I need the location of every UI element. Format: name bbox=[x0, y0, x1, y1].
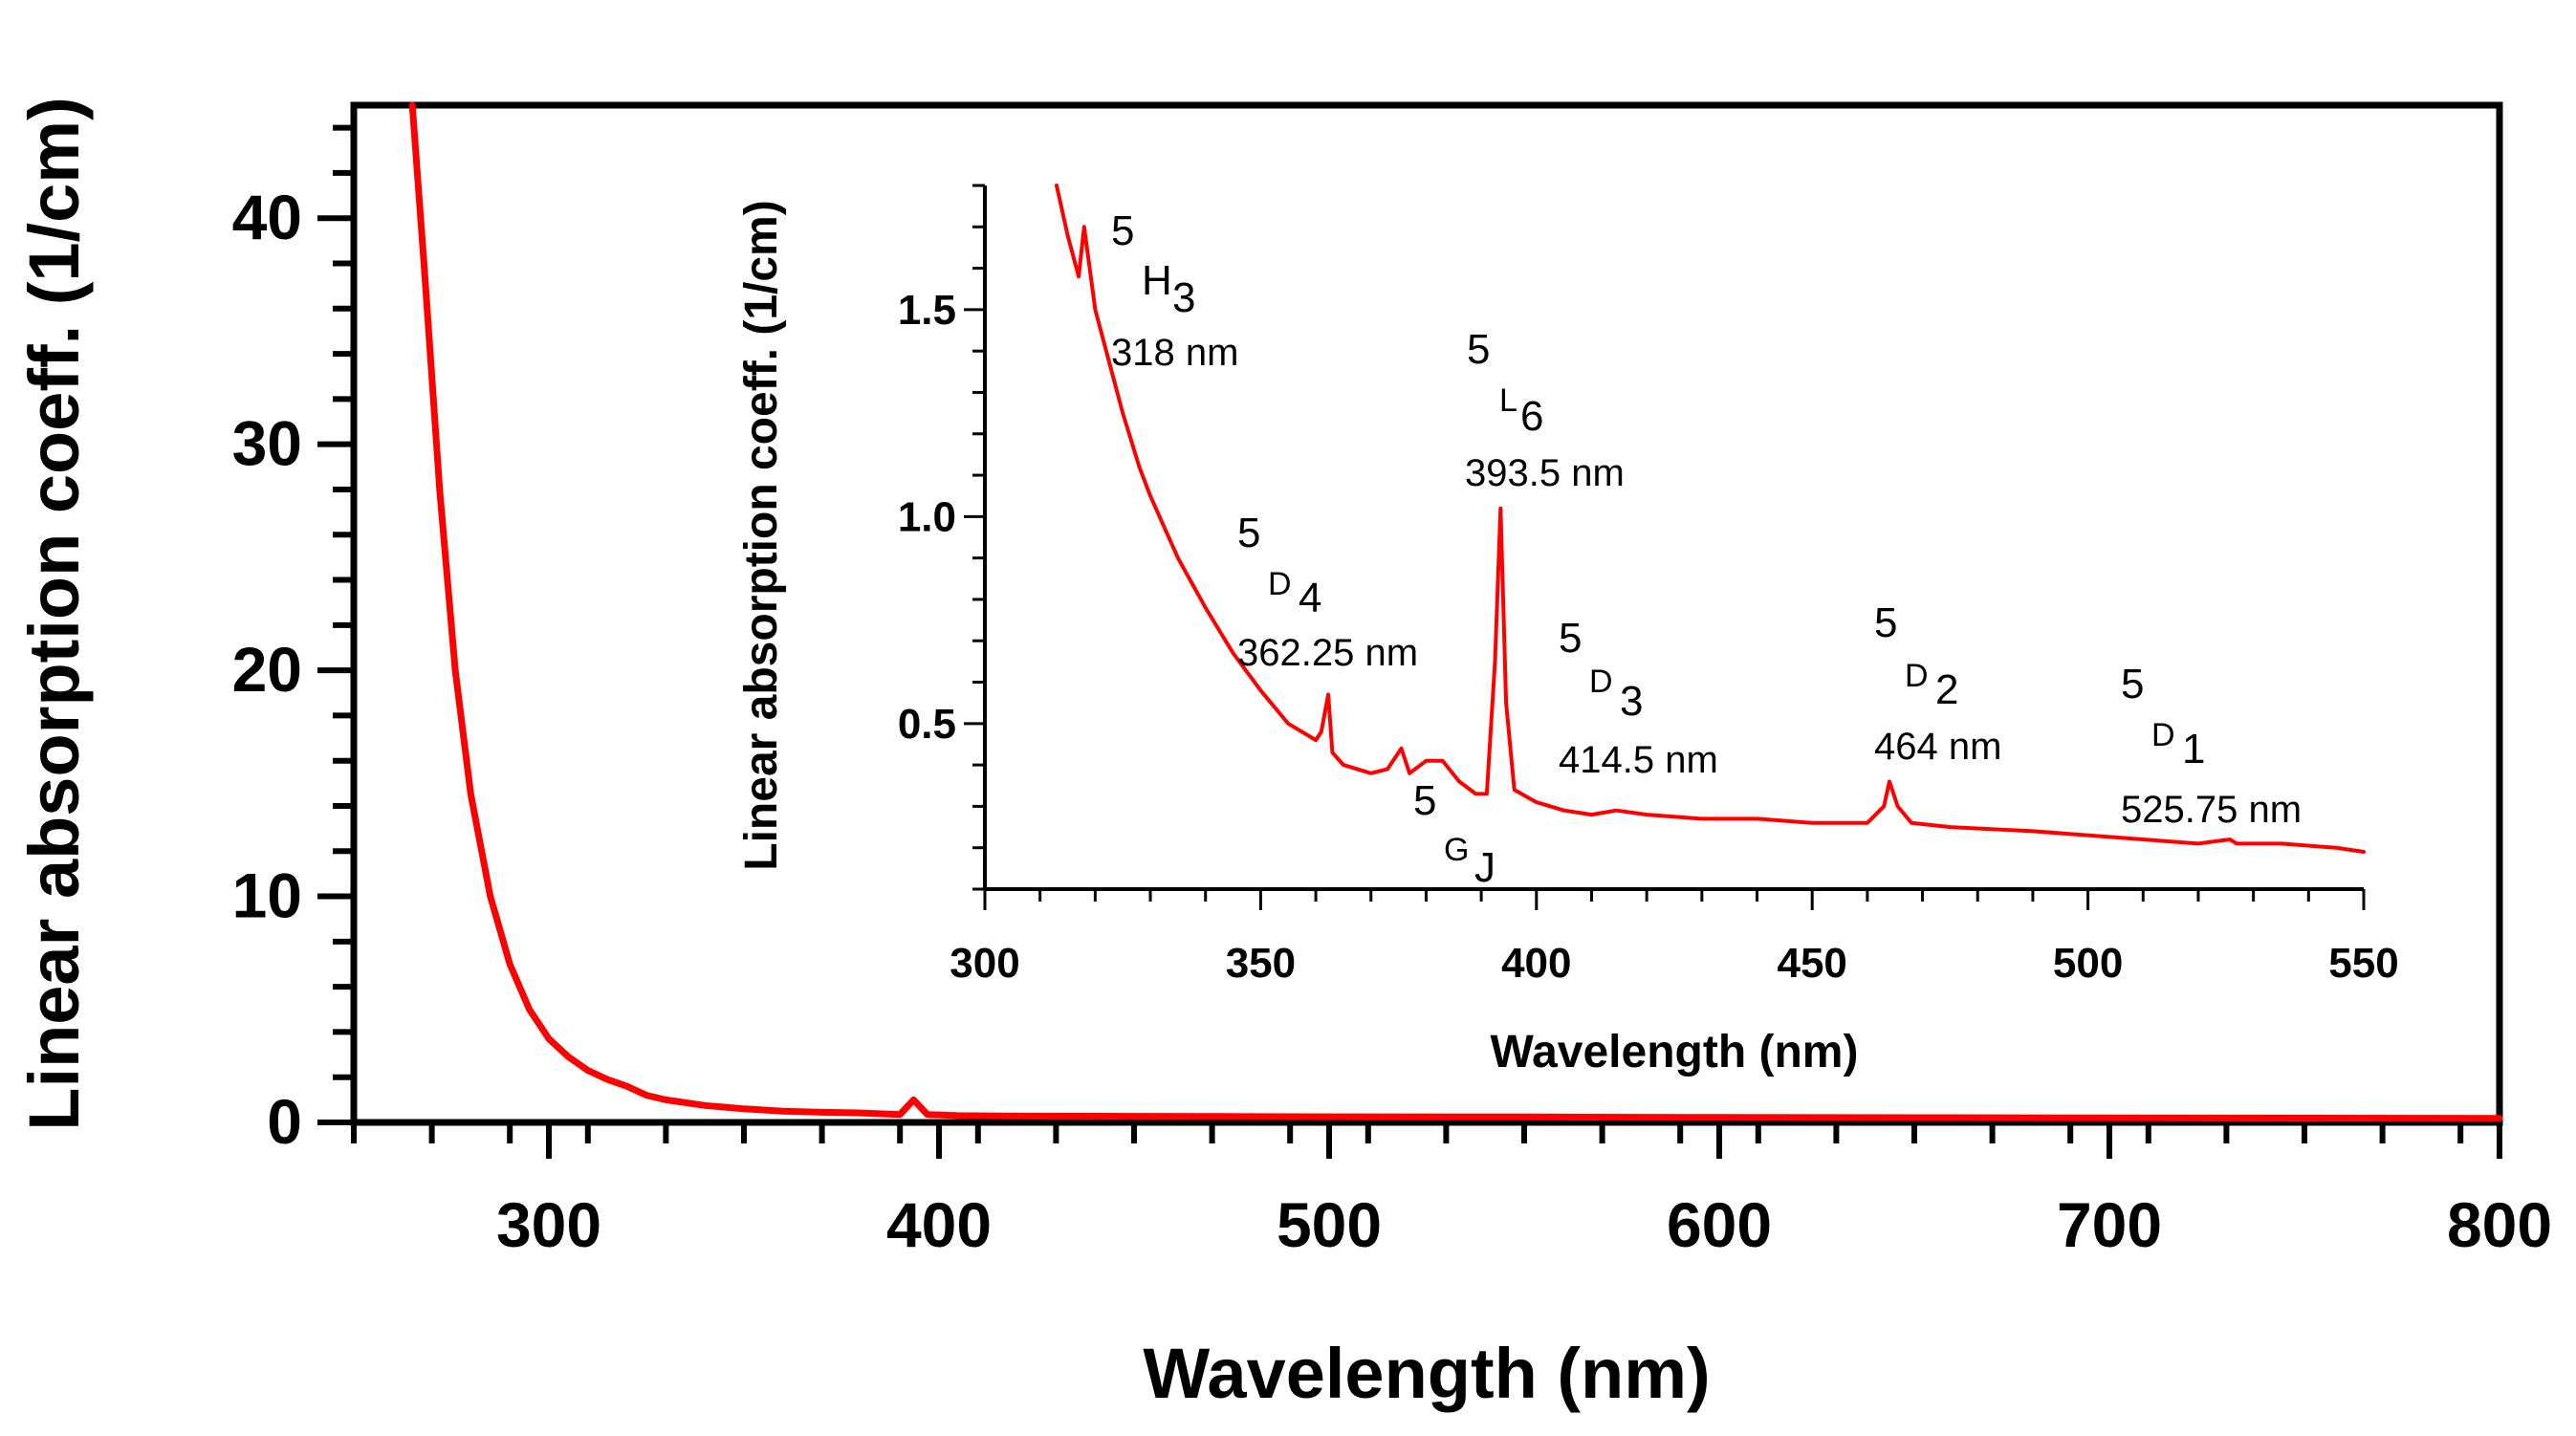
inset-y-tick-labels: 0.5 1.0 1.5 bbox=[898, 287, 956, 748]
annotation-5d4-term: D bbox=[1268, 566, 1292, 602]
main-x-tick-label: 400 bbox=[886, 1189, 992, 1260]
annotation-5d2-multiplicity: 5 bbox=[1874, 599, 1897, 646]
inset-y-tick-label: 1.5 bbox=[898, 287, 956, 334]
main-y-ticks bbox=[317, 124, 354, 1125]
annotation-5gj-multiplicity: 5 bbox=[1413, 777, 1436, 824]
main-x-ticks bbox=[351, 1122, 2502, 1159]
annotation-5d1: 5 D 1 525.75 nm bbox=[2121, 661, 2302, 831]
main-plot: 300 400 500 600 700 800 0 10 20 30 40 Wavelength … bbox=[14, 97, 2552, 1413]
annotation-5d3: 5 D 3 414.5 nm bbox=[1559, 615, 1718, 781]
inset-plot-background bbox=[985, 185, 2364, 889]
main-series-line bbox=[408, 101, 2503, 1122]
main-x-tick-label: 700 bbox=[2057, 1189, 2162, 1260]
inset-x-tick-label: 400 bbox=[1501, 940, 1571, 987]
annotation-5d4-multiplicity: 5 bbox=[1237, 510, 1260, 556]
annotation-5d4-wavelength: 362.25 nm bbox=[1237, 632, 1418, 674]
annotation-5l6-term: L bbox=[1499, 382, 1517, 419]
inset-x-tick-label: 450 bbox=[1777, 940, 1846, 987]
annotation-5d2-subscript: 2 bbox=[1935, 666, 1958, 713]
inset-x-tick-label: 350 bbox=[1226, 940, 1296, 987]
annotation-5d4-subscript: 4 bbox=[1299, 575, 1321, 621]
annotation-5d1-wavelength: 525.75 nm bbox=[2121, 789, 2302, 831]
annotation-5l6: 5 L 6 393.5 nm bbox=[1465, 326, 1625, 494]
main-y-tick-label: 30 bbox=[232, 408, 302, 479]
annotation-5h3-subscript: 3 bbox=[1172, 274, 1195, 321]
annotation-5d2-term: D bbox=[1905, 658, 1929, 694]
inset-y-tick-label: 1.0 bbox=[898, 493, 956, 540]
main-x-tick-label: 600 bbox=[1667, 1189, 1772, 1260]
annotation-5gj: 5 G J bbox=[1413, 777, 1495, 891]
main-y-axis-title: Linear absorption coeff. (1/cm) bbox=[14, 97, 94, 1130]
annotation-5h3-term: H bbox=[1142, 257, 1172, 304]
inset-x-ticks bbox=[983, 889, 2366, 910]
annotation-5d1-term: D bbox=[2151, 717, 2175, 753]
main-plot-frame bbox=[350, 101, 2503, 1126]
inset-x-tick-label: 550 bbox=[2328, 940, 2398, 987]
annotation-5gj-subscript: J bbox=[1474, 844, 1495, 891]
inset-series-line bbox=[1055, 184, 2366, 854]
annotation-5d4: 5 D 4 362.25 nm bbox=[1237, 510, 1418, 674]
annotation-5l6-subscript: 6 bbox=[1520, 393, 1543, 440]
inset-y-ticks bbox=[964, 184, 985, 891]
main-x-tick-label: 800 bbox=[2447, 1189, 2552, 1260]
inset-y-axis-title: Linear absorption coeff. (1/cm) bbox=[736, 200, 787, 870]
annotation-5h3-wavelength: 318 nm bbox=[1111, 332, 1238, 374]
annotation-5h3: 5 H 3 318 nm bbox=[1111, 207, 1238, 374]
main-y-tick-label: 0 bbox=[267, 1086, 302, 1157]
annotation-5d3-wavelength: 414.5 nm bbox=[1559, 739, 1718, 781]
annotation-5d1-multiplicity: 5 bbox=[2121, 661, 2144, 707]
main-x-tick-labels: 300 400 500 600 700 800 bbox=[496, 1189, 2552, 1260]
inset-y-tick-label: 0.5 bbox=[898, 701, 956, 748]
annotation-5h3-multiplicity: 5 bbox=[1111, 207, 1134, 254]
main-y-tick-label: 20 bbox=[232, 634, 302, 705]
inset-x-tick-labels: 300 350 400 450 500 550 bbox=[950, 940, 2398, 987]
annotation-5l6-multiplicity: 5 bbox=[1467, 326, 1490, 373]
annotation-5d2: 5 D 2 464 nm bbox=[1874, 599, 2001, 768]
main-y-tick-label: 40 bbox=[232, 182, 302, 252]
main-y-tick-label: 10 bbox=[232, 860, 302, 931]
annotation-5d2-wavelength: 464 nm bbox=[1874, 726, 2001, 768]
main-x-tick-label: 300 bbox=[496, 1189, 601, 1260]
annotation-5gj-term: G bbox=[1444, 832, 1469, 868]
annotation-5d1-subscript: 1 bbox=[2182, 726, 2205, 772]
main-x-tick-label: 500 bbox=[1277, 1189, 1382, 1260]
annotation-5d3-subscript: 3 bbox=[1620, 678, 1643, 725]
inset-x-axis-title: Wavelength (nm) bbox=[1491, 1027, 1859, 1077]
inset-plot: 300 350 400 450 500 550 0.5 1.0 1.5 Wavelength … bbox=[736, 184, 2399, 1077]
inset-x-tick-label: 500 bbox=[2053, 940, 2123, 987]
inset-x-tick-label: 300 bbox=[950, 940, 1019, 987]
main-y-tick-labels: 0 10 20 30 40 bbox=[232, 182, 302, 1157]
annotation-5d3-multiplicity: 5 bbox=[1559, 615, 1582, 662]
annotation-5d3-term: D bbox=[1589, 664, 1613, 700]
annotation-5l6-wavelength: 393.5 nm bbox=[1465, 452, 1625, 494]
main-x-axis-title: Wavelength (nm) bbox=[1143, 1334, 1710, 1413]
